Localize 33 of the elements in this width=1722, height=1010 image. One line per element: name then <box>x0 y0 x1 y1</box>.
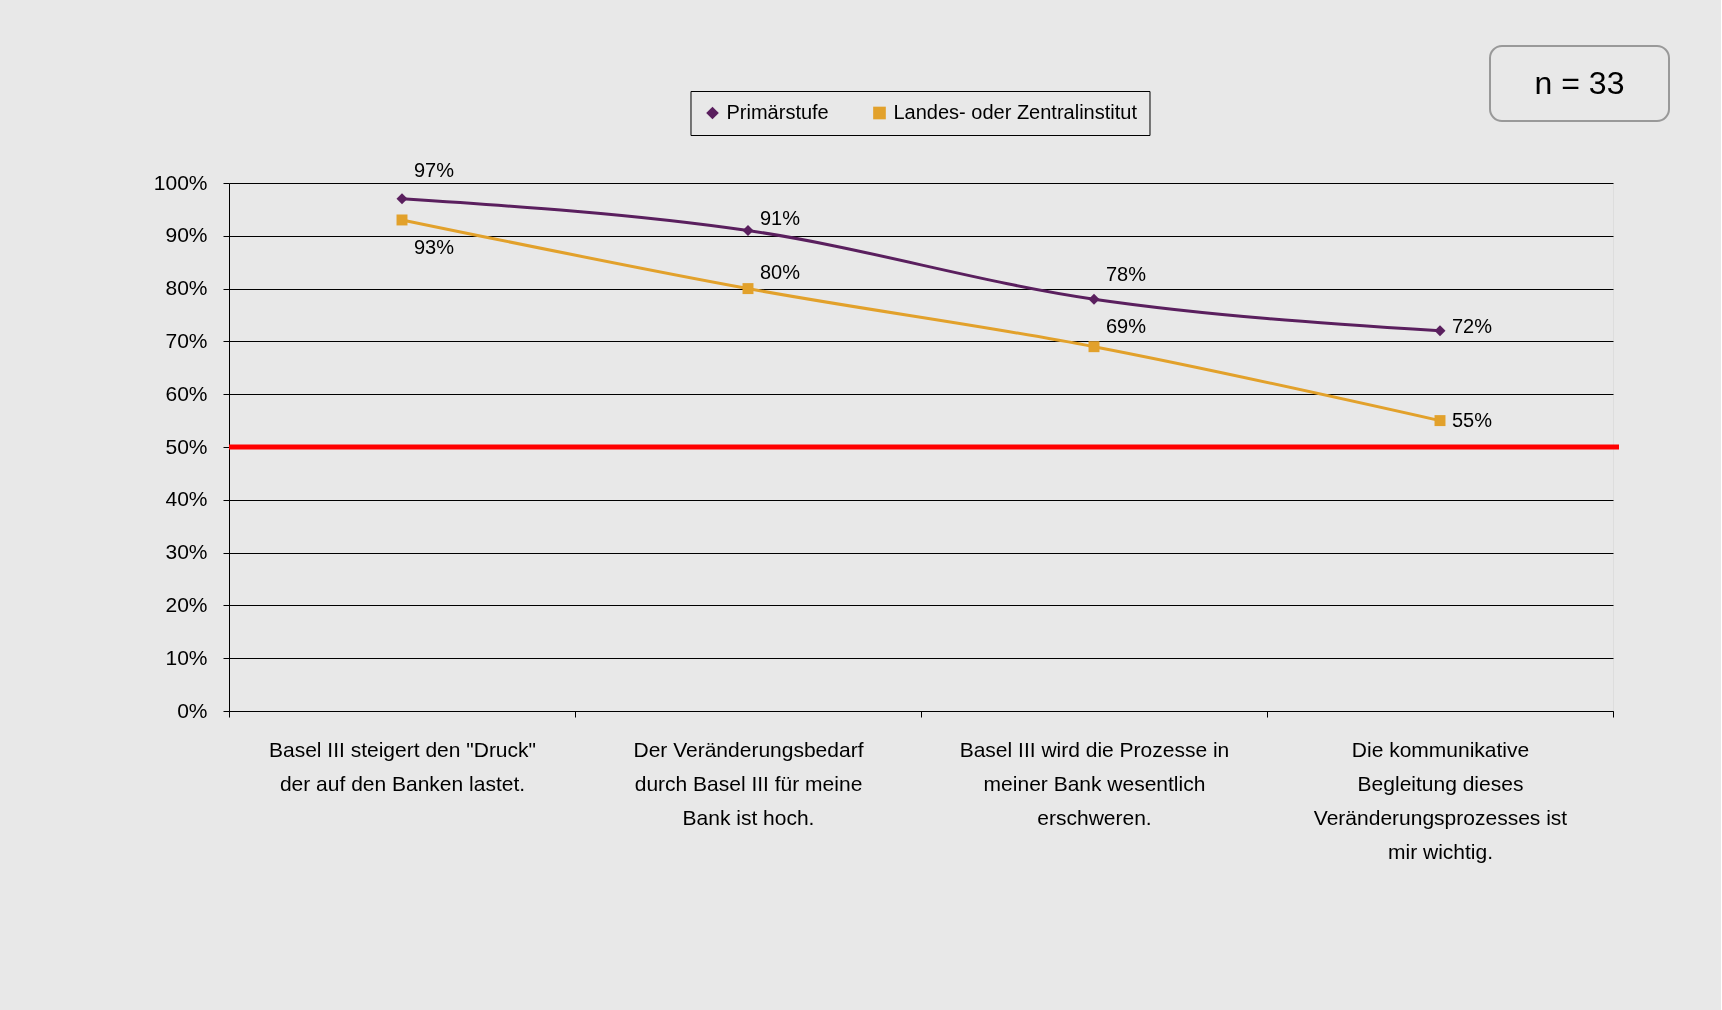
data-label: 69% <box>1106 314 1147 337</box>
point <box>396 193 408 205</box>
y-tick-label: 30% <box>165 540 208 564</box>
x-tick-label: Die kommunikative Begleitung dieses Veränderungsprozesses ist mir wichtig. <box>1313 737 1568 863</box>
legend-label: Landes- oder Zentralinstitut <box>893 101 1138 123</box>
legend-label: Primärstufe <box>726 101 829 123</box>
y-tick-label: 40% <box>165 487 208 511</box>
data-label: 93% <box>414 235 455 258</box>
y-tick-label: 80% <box>165 276 208 300</box>
data-label: 78% <box>1106 263 1147 286</box>
point <box>396 214 408 226</box>
x-tick-label: Basel III steigert den "Druck" der auf den Banken lastet. <box>268 737 537 795</box>
data-label: 55% <box>1452 408 1493 431</box>
data-label: 80% <box>760 260 801 283</box>
y-tick-label: 0% <box>177 698 208 722</box>
data-label: 91% <box>760 206 801 229</box>
y-tick-label: 20% <box>165 592 208 616</box>
x-tick-label: Der Veränderungsbedarf durch Basel III für meine Bank ist hoch. <box>633 737 864 829</box>
point <box>1434 415 1446 427</box>
y-tick-label: 90% <box>165 223 208 247</box>
point <box>742 283 754 295</box>
y-tick-label: 60% <box>165 381 208 405</box>
y-tick-label: 10% <box>165 645 208 669</box>
x-tick-label: Basel III wird die Prozesse in meiner Bank wesentlich erschweren. <box>959 737 1230 829</box>
y-tick-label: 70% <box>165 328 208 352</box>
data-label: 97% <box>414 158 455 181</box>
text: n = 33 <box>1534 65 1625 101</box>
point <box>1434 325 1446 337</box>
y-tick-label: 100% <box>153 170 208 194</box>
data-label: 72% <box>1452 314 1493 337</box>
point <box>1088 341 1100 353</box>
point <box>1088 293 1100 305</box>
y-tick-label: 50% <box>165 434 208 458</box>
